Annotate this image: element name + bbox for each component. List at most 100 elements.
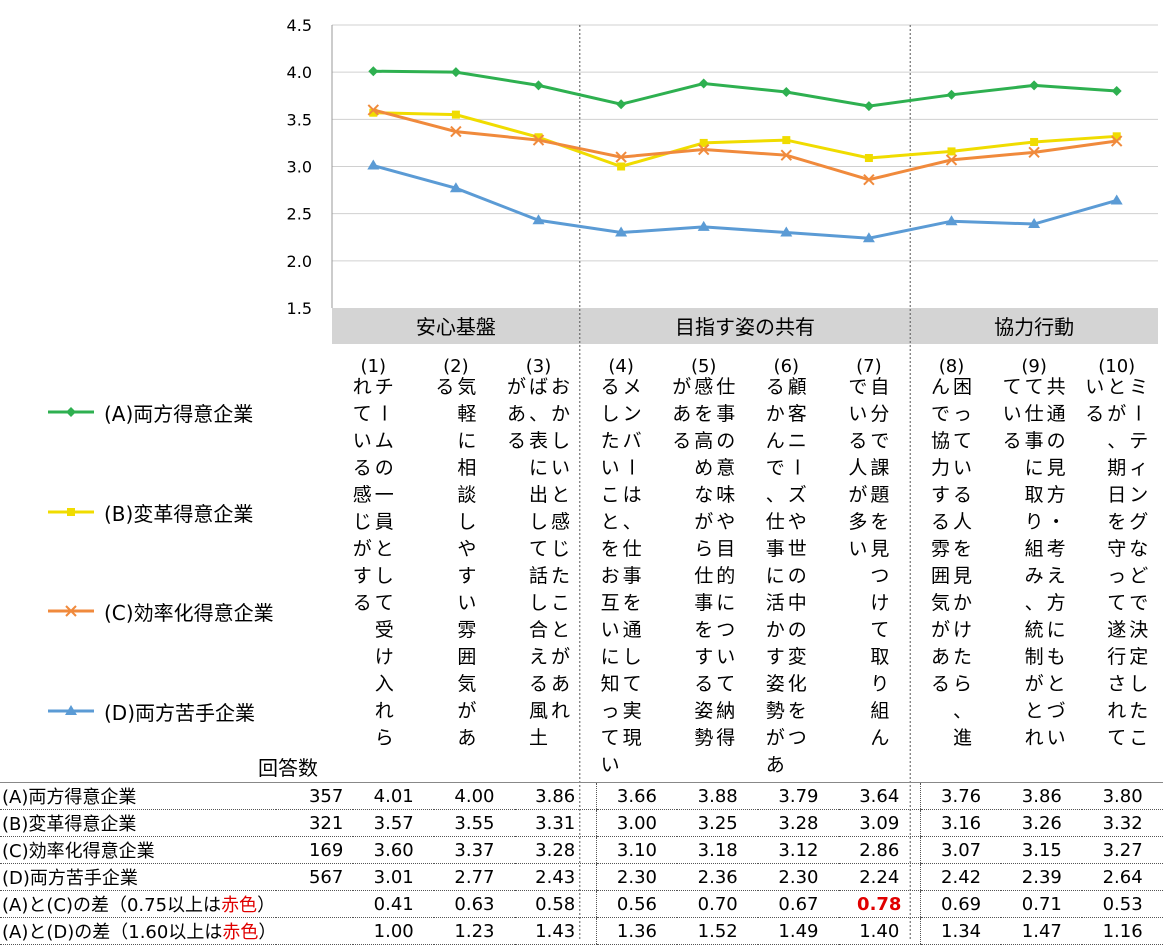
category-label-char: が bbox=[457, 700, 476, 722]
group-header bbox=[332, 308, 580, 344]
category-label-char: し bbox=[1129, 673, 1148, 695]
table-cell: 3.31 bbox=[514, 809, 597, 837]
category-label-char: い bbox=[601, 754, 620, 776]
category-label-char: 仕 bbox=[766, 511, 785, 533]
category-label-char: い bbox=[601, 457, 620, 479]
category-label-char: 気 bbox=[931, 592, 950, 614]
category-label-char: え bbox=[1047, 565, 1066, 587]
table-cell: 3.60 bbox=[353, 836, 435, 864]
category-label-char: ん bbox=[766, 430, 785, 452]
category-label-char: 見 bbox=[870, 538, 889, 560]
data-point bbox=[617, 162, 626, 171]
category-label-char: て bbox=[1025, 376, 1044, 398]
data-point bbox=[697, 220, 710, 231]
row-label: (A)と(D)の差（1.60以上は赤色） bbox=[0, 917, 277, 945]
category-label-char: ー bbox=[620, 457, 642, 476]
table-cell: 3.86 bbox=[514, 782, 597, 810]
y-tick-label: 4.5 bbox=[287, 16, 312, 35]
data-point bbox=[1029, 80, 1040, 91]
data-point bbox=[534, 133, 543, 142]
category-label-char: や bbox=[457, 538, 476, 560]
data-point bbox=[66, 407, 76, 417]
table-cell: 0.69 bbox=[919, 890, 1002, 918]
table-cell: 0.53 bbox=[1082, 890, 1163, 918]
table-cell: 3.32 bbox=[1082, 809, 1163, 837]
category-label-char: か bbox=[766, 619, 785, 641]
data-point bbox=[1111, 86, 1122, 97]
category-label-char: と bbox=[1047, 673, 1066, 695]
category-label-char: も bbox=[1047, 646, 1066, 668]
category-label-char: て bbox=[870, 619, 889, 641]
category-label-char: が bbox=[766, 727, 785, 749]
category-label-char: 員 bbox=[375, 511, 394, 533]
category-label-char: 受 bbox=[375, 619, 394, 641]
category-label-char: や bbox=[716, 511, 735, 533]
category-label-char: 仕 bbox=[716, 376, 735, 398]
category-label-char: づ bbox=[1047, 700, 1066, 722]
category-label-char: い bbox=[457, 592, 476, 614]
table-cell: 0.78 bbox=[838, 890, 921, 918]
table-cell: 3.09 bbox=[838, 809, 921, 837]
row-count: 169 bbox=[276, 836, 354, 864]
table-cell: 3.86 bbox=[1001, 782, 1083, 810]
legend-label-a: (A)両方得意企業 bbox=[104, 401, 254, 426]
category-label-char: が bbox=[672, 376, 691, 398]
data-point bbox=[864, 154, 873, 163]
category-label-char: ら bbox=[953, 673, 972, 695]
category-label-char: す bbox=[694, 646, 713, 668]
category-number: (6) bbox=[774, 356, 800, 377]
category-label-char: 感 bbox=[551, 511, 570, 533]
category-label-char: す bbox=[457, 565, 476, 587]
data-point bbox=[782, 136, 791, 145]
table-cell: 3.27 bbox=[1082, 836, 1163, 864]
data-point bbox=[616, 99, 627, 110]
legend-item-d: (D)両方苦手企業 bbox=[48, 697, 255, 725]
data-point bbox=[367, 104, 380, 116]
category-label-char: て bbox=[601, 727, 620, 749]
category-label-char: い bbox=[1047, 727, 1066, 749]
category-label-char: 事 bbox=[716, 403, 735, 425]
legend-marker-a bbox=[48, 402, 94, 422]
category-label-char: 制 bbox=[1025, 646, 1044, 668]
category-label-char: あ bbox=[457, 727, 476, 749]
category-label-char: た bbox=[551, 565, 570, 587]
table-row: (D)両方苦手企業 567 3.01 2.77 2.43 2.30 2.36 2.30 2.24… bbox=[0, 863, 1163, 891]
table-cell: 3.28 bbox=[514, 836, 597, 864]
category-label-char: れ bbox=[1107, 700, 1126, 722]
table-cell: 2.64 bbox=[1082, 863, 1163, 891]
category-label-char: と bbox=[551, 619, 570, 641]
category-label-char: あ bbox=[551, 673, 570, 695]
legend-marker-c bbox=[48, 601, 94, 621]
category-label-char: を bbox=[694, 403, 713, 425]
data-point bbox=[65, 605, 77, 617]
category-label-char: と bbox=[1107, 376, 1126, 398]
category-label-char: 取 bbox=[870, 646, 889, 668]
category-label-char: が bbox=[1107, 403, 1126, 425]
category-label-char: 風 bbox=[529, 700, 548, 722]
category-label-char: グ bbox=[1129, 511, 1148, 533]
category-label-char: い bbox=[716, 646, 735, 668]
category-label-char: っ bbox=[1107, 565, 1126, 587]
category-label-char: 仕 bbox=[623, 538, 642, 560]
category-label-char: れ bbox=[1025, 727, 1044, 749]
category-label-char: ズ bbox=[788, 484, 807, 506]
row-count bbox=[276, 917, 354, 945]
table-cell: 2.30 bbox=[595, 863, 678, 891]
category-label-char: に bbox=[529, 457, 548, 479]
data-point bbox=[697, 143, 710, 156]
series-line bbox=[372, 164, 1118, 240]
table-cell: 1.52 bbox=[677, 917, 759, 945]
category-label-char: た bbox=[1129, 700, 1148, 722]
group-header bbox=[579, 308, 911, 344]
category-label-char: の bbox=[375, 457, 394, 479]
category-label-char: 話 bbox=[529, 565, 548, 587]
table-cell: 3.15 bbox=[1001, 836, 1083, 864]
category-label-char: る bbox=[529, 673, 548, 695]
row-count: 357 bbox=[276, 782, 354, 810]
category-label-char: い bbox=[1085, 376, 1104, 398]
category-label-char: 納 bbox=[716, 700, 735, 722]
data-point bbox=[65, 705, 77, 715]
category-number: (9) bbox=[1021, 356, 1047, 377]
category-label-char: 、 bbox=[1107, 430, 1126, 452]
table-cell: 3.66 bbox=[595, 782, 678, 810]
